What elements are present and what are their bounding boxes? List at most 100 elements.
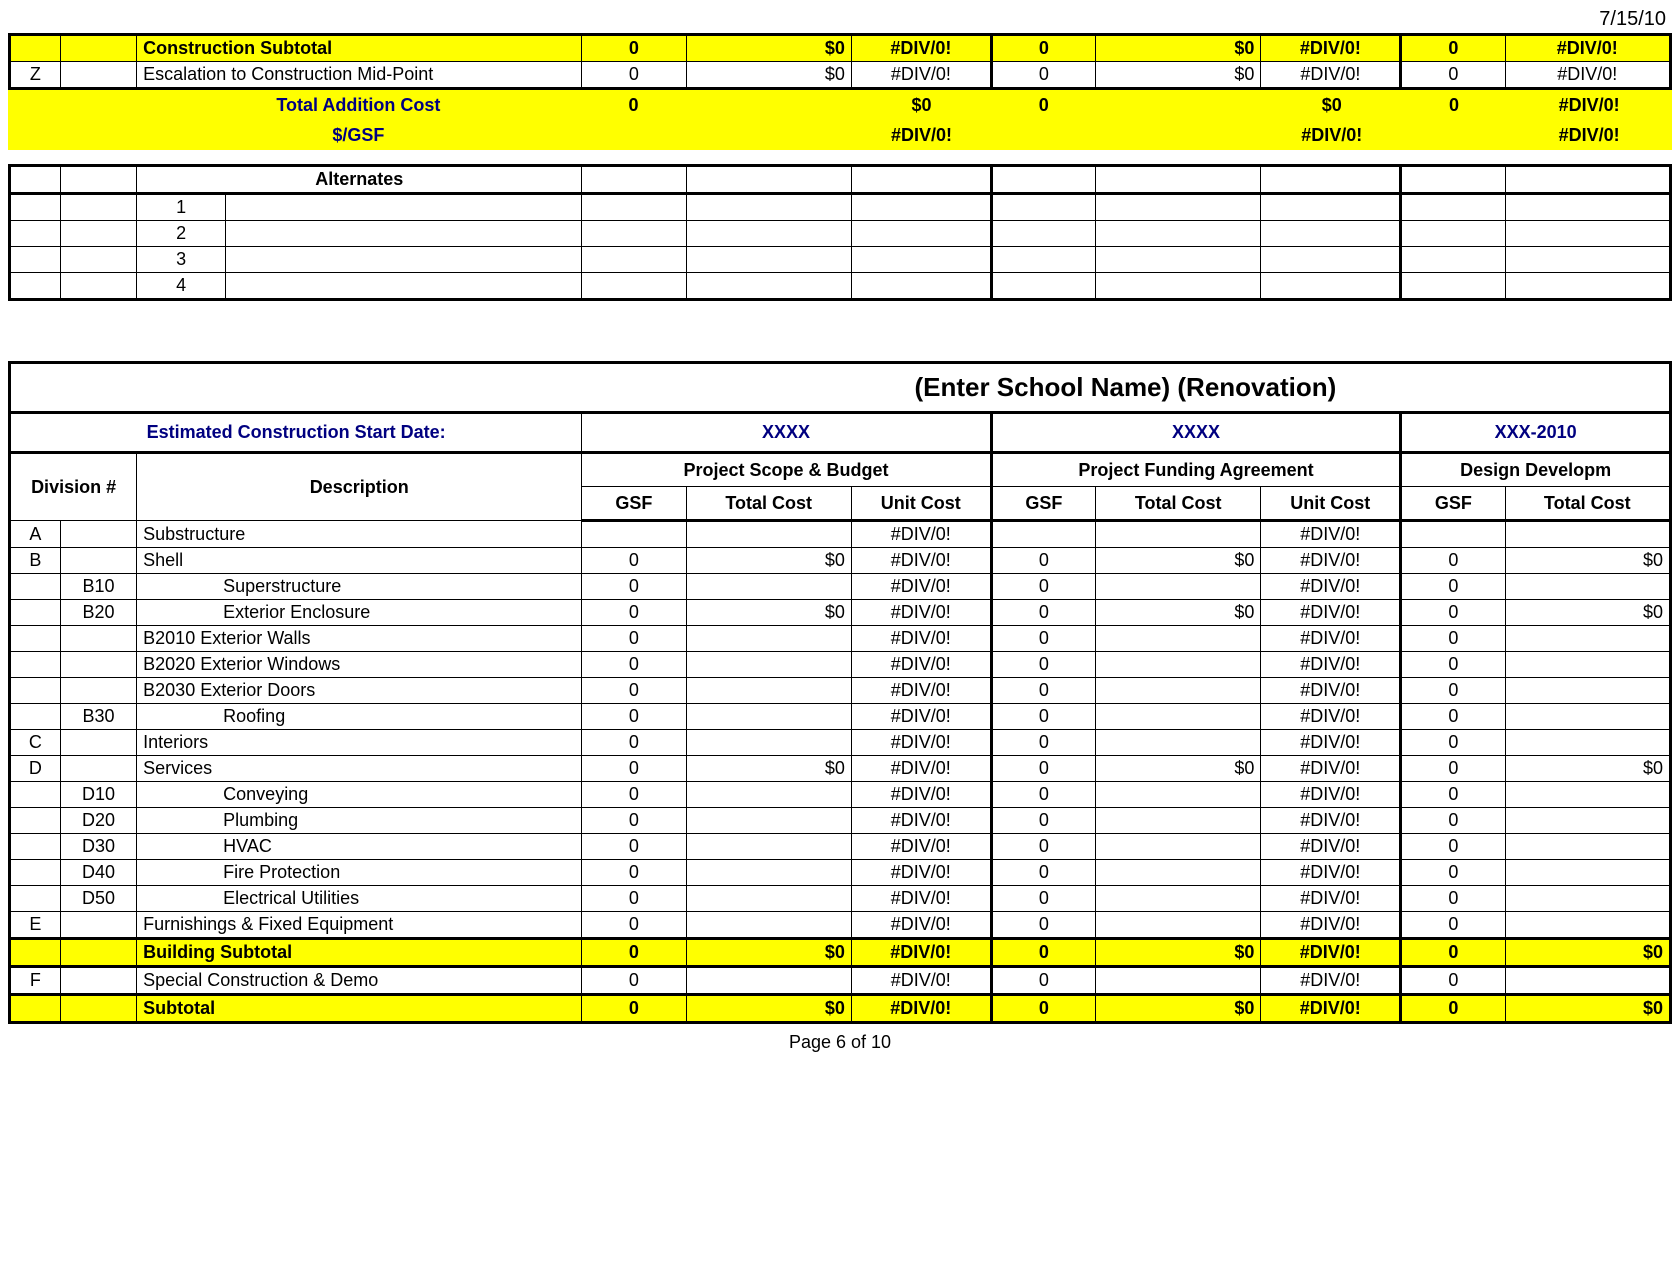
cell: $0 [686, 995, 851, 1023]
cell [1505, 704, 1670, 730]
total-cost-header: Total Cost [686, 487, 851, 521]
description-cell: B2020 Exterior Windows [137, 652, 582, 678]
cell: 0 [582, 626, 686, 652]
cell [10, 574, 61, 600]
cell [1096, 808, 1261, 834]
cell: 0 [991, 600, 1095, 626]
cell: #DIV/0! [851, 782, 991, 808]
cell: 0 [1401, 995, 1505, 1023]
cell: $0 [686, 600, 851, 626]
cell: 0 [991, 548, 1095, 574]
table-row: D50Electrical Utilities0#DIV/0!0#DIV/0!0 [10, 886, 1671, 912]
main-table: (Enter School Name) (Renovation) Estimat… [8, 361, 1672, 1024]
description-cell: Shell [137, 548, 582, 574]
table-row: DServices0$0#DIV/0!0$0#DIV/0!0$0 [10, 756, 1671, 782]
cell [686, 521, 851, 548]
cell: 0 [991, 912, 1095, 939]
cell: $0 [1096, 62, 1261, 89]
cell: 0 [991, 652, 1095, 678]
cell [10, 860, 61, 886]
cell [10, 704, 61, 730]
cell: #DIV/0! [851, 521, 991, 548]
cell: #DIV/0! [851, 912, 991, 939]
division-header: Division # [10, 453, 137, 521]
cell [1505, 626, 1670, 652]
top-summary-table: Construction Subtotal 0 $0 #DIV/0! 0 $0 … [8, 33, 1672, 90]
special-row: F Special Construction & Demo 0 #DIV/0! … [10, 967, 1671, 995]
cell [10, 600, 61, 626]
cell [1096, 704, 1261, 730]
cell: #DIV/0! [851, 678, 991, 704]
alternate-row: 2 [10, 221, 1671, 247]
phase-header: Project Scope & Budget [582, 453, 991, 487]
cell [1096, 886, 1261, 912]
cell [1096, 626, 1261, 652]
description-cell: Exterior Enclosure [137, 600, 582, 626]
cell: #DIV/0! [1261, 548, 1401, 574]
cell: #DIV/0! [1261, 808, 1401, 834]
cell: $0 [686, 939, 851, 967]
cell: B10 [60, 574, 136, 600]
start-date-row: Estimated Construction Start Date: XXXX … [10, 413, 1671, 453]
cell: $0 [851, 90, 991, 120]
cell [1505, 808, 1670, 834]
cell: $0 [1096, 600, 1261, 626]
cell [1096, 730, 1261, 756]
cell [1505, 652, 1670, 678]
cell: #DIV/0! [851, 600, 991, 626]
phase-date: XXX-2010 [1401, 413, 1671, 453]
table-row: B10Superstructure0#DIV/0!0#DIV/0!0 [10, 574, 1671, 600]
cell: #DIV/0! [851, 886, 991, 912]
cell: #DIV/0! [851, 967, 991, 995]
cell: #DIV/0! [851, 626, 991, 652]
cell: $0 [1096, 756, 1261, 782]
page-footer: Page 6 of 10 [8, 1032, 1672, 1053]
phase-date: XXXX [582, 413, 991, 453]
total-cost-header: Total Cost [1096, 487, 1261, 521]
cell: 0 [991, 756, 1095, 782]
cell [10, 808, 61, 834]
cell: #DIV/0! [1261, 967, 1401, 995]
cell: #DIV/0! [1261, 600, 1401, 626]
cell: #DIV/0! [851, 834, 991, 860]
cell: 0 [991, 808, 1095, 834]
cell: 0 [582, 967, 686, 995]
cell: #DIV/0! [851, 939, 991, 967]
alternate-row: 1 [10, 194, 1671, 221]
cell: 0 [582, 62, 686, 89]
alternate-row: 3 [10, 247, 1671, 273]
cell: #DIV/0! [851, 860, 991, 886]
gsf-row: $/GSF #DIV/0! #DIV/0! #DIV/0! [8, 120, 1672, 150]
description-cell: Roofing [137, 704, 582, 730]
cell: 0 [1401, 967, 1505, 995]
subtotal-label: Subtotal [137, 995, 582, 1023]
cell [991, 521, 1095, 548]
cell: $0 [1505, 995, 1670, 1023]
cell [1505, 574, 1670, 600]
escalation-label: Escalation to Construction Mid-Point [137, 62, 582, 89]
cell: D [10, 756, 61, 782]
unit-cost-header: Unit Cost [851, 487, 991, 521]
cell: 0 [991, 995, 1095, 1023]
cell: #DIV/0! [1261, 939, 1401, 967]
cell [60, 521, 136, 548]
cell: #DIV/0! [1261, 886, 1401, 912]
alternates-table: Alternates 1 2 3 4 [8, 164, 1672, 301]
cell [686, 652, 851, 678]
cell: #DIV/0! [1261, 782, 1401, 808]
cell [1505, 730, 1670, 756]
cell [1096, 652, 1261, 678]
cell: 0 [582, 704, 686, 730]
cell: #DIV/0! [851, 730, 991, 756]
gsf-label: $/GSF [135, 120, 581, 150]
cell: $0 [1505, 600, 1670, 626]
cell [60, 912, 136, 939]
cell: 0 [991, 886, 1095, 912]
cell: B [10, 548, 61, 574]
cell [686, 860, 851, 886]
cell: $0 [686, 548, 851, 574]
cell [10, 834, 61, 860]
cell: 0 [1401, 600, 1505, 626]
building-subtotal-row: Building Subtotal 0 $0 #DIV/0! 0 $0 #DIV… [10, 939, 1671, 967]
cell: 0 [1401, 704, 1505, 730]
